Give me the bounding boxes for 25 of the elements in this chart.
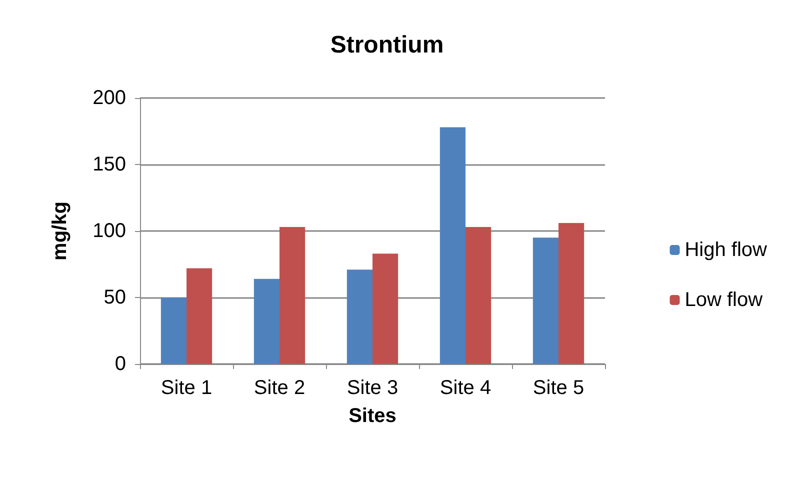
- bar: [372, 254, 398, 364]
- bar: [160, 298, 186, 364]
- x-axis-title: Sites: [348, 405, 396, 427]
- x-tick-label: Site 3: [346, 377, 398, 399]
- bar: [558, 223, 584, 364]
- x-tick-label: Site 2: [254, 377, 306, 399]
- bar: [532, 238, 558, 364]
- legend-label: High flow: [684, 239, 768, 261]
- y-tick-label: 50: [104, 286, 126, 308]
- bar: [346, 270, 372, 364]
- y-tick-label: 150: [92, 154, 126, 176]
- bar: [280, 227, 306, 364]
- y-axis-title: mg/kg: [49, 202, 71, 260]
- legend-label: Low flow: [684, 289, 764, 311]
- y-tick-label: 100: [92, 220, 126, 242]
- y-tick-label: 200: [92, 87, 126, 109]
- bar: [186, 268, 212, 364]
- x-tick-label: Site 5: [532, 377, 584, 399]
- x-tick-label: Site 1: [160, 377, 212, 399]
- chart-title: Strontium: [330, 32, 444, 58]
- bar: [254, 278, 280, 364]
- bar: [440, 127, 466, 364]
- y-tick-label: 0: [114, 353, 126, 375]
- x-tick-label: Site 4: [440, 377, 492, 399]
- bar: [466, 227, 492, 364]
